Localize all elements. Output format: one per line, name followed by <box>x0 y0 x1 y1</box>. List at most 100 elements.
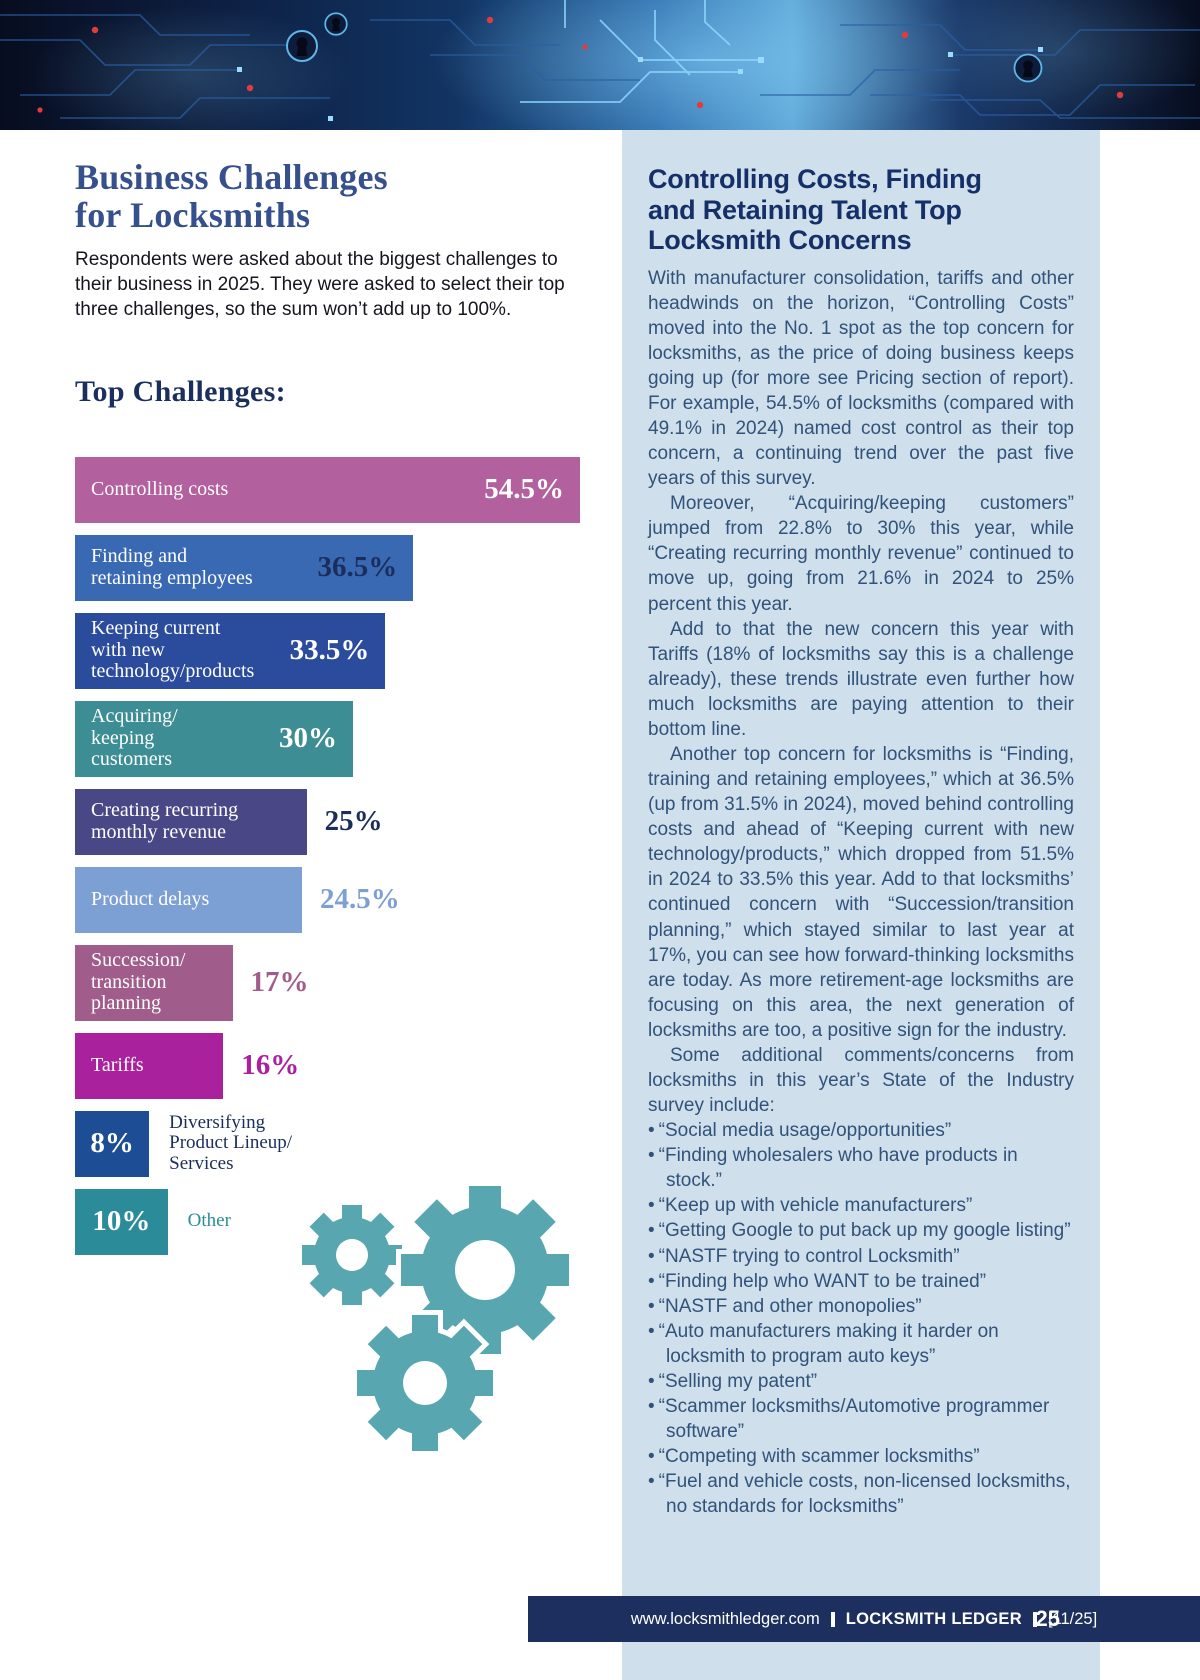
paragraph: Moreover, “Acquiring/keeping customers” … <box>648 493 1074 615</box>
bar-label: Creating recurring monthly revenue <box>91 798 239 843</box>
list-item: • “Fuel and vehicle costs, non-licensed l… <box>648 1469 1074 1519</box>
bar-label: Controlling costs <box>91 477 229 500</box>
chart-bar: Product delays <box>75 866 303 933</box>
bar-label: Succession/ transition planning <box>91 949 186 1015</box>
list-item: • “Scammer locksmiths/Automotive programm… <box>648 1394 1074 1444</box>
bullet-icon: • <box>648 1320 655 1342</box>
list-item: • “Getting Google to put back up my googl… <box>648 1218 1074 1243</box>
bar-label: Other <box>187 1210 231 1232</box>
list-item: • “NASTF trying to control Locksmith” <box>648 1244 1074 1269</box>
bar-label: Finding and retaining employees <box>91 544 253 589</box>
bar-row: Controlling costs 54.5% <box>75 456 580 523</box>
bullet-text: “Social media usage/opportunities” <box>658 1120 952 1142</box>
chart-bar: 10% <box>75 1188 168 1255</box>
list-item: • “Social media usage/opportunities” <box>648 1118 1074 1143</box>
list-item: • “NASTF and other monopolies” <box>648 1294 1074 1319</box>
bullet-icon: • <box>648 1396 655 1418</box>
bullet-text: “Scammer locksmiths/Automotive programme… <box>658 1396 1050 1443</box>
bullet-text: “Finding wholesalers who have products i… <box>658 1145 1018 1192</box>
bullet-icon: • <box>648 1245 655 1267</box>
bullet-icon: • <box>648 1295 655 1317</box>
bar-row: Finding and retaining employees 36.5% <box>75 534 580 601</box>
bullet-text: “Getting Google to put back up my google… <box>658 1220 1071 1242</box>
bullet-text: “Keep up with vehicle manufacturers” <box>658 1195 973 1217</box>
bullet-icon: • <box>648 1446 655 1468</box>
bar-value: 24.5% <box>320 883 400 916</box>
chart-bar: Creating recurring monthly revenue <box>75 788 307 855</box>
bullet-icon: • <box>648 1220 655 1242</box>
bar-label: Diversifying Product Lineup/ Services <box>169 1111 293 1174</box>
list-item: • “Auto manufacturers making it harder on… <box>648 1319 1074 1369</box>
paragraph: Some additional comments/concerns from l… <box>648 1044 1074 1117</box>
intro-text: Respondents were asked about the biggest… <box>75 249 565 321</box>
bar-row: Tariffs 16% <box>75 1032 580 1099</box>
bar-row: Product delays 24.5% <box>75 866 580 933</box>
paragraph: With manufacturer consolidation, tariffs… <box>648 267 1074 490</box>
list-item: • “Competing with scammer locksmiths” <box>648 1444 1074 1469</box>
page-title: Business Challenges for Locksmiths <box>75 157 388 236</box>
bullet-icon: • <box>648 1270 655 1292</box>
bar-value: 25% <box>324 805 383 838</box>
chart-heading: Top Challenges: <box>75 374 286 408</box>
bar-value: 54.5% <box>484 473 564 506</box>
bullet-icon: • <box>648 1195 655 1217</box>
bullet-text: “Selling my patent” <box>658 1370 818 1392</box>
chart-bar: 8% <box>75 1110 150 1177</box>
list-item: • “Selling my patent” <box>648 1369 1074 1394</box>
circuit-traces <box>0 14 1200 119</box>
bullet-icon: • <box>648 1120 655 1142</box>
bar-value: 17% <box>250 966 309 999</box>
bar-row: Acquiring/ keeping customers 30% <box>75 700 580 777</box>
article-heading: Controlling Costs, Finding and Retaining… <box>648 164 982 255</box>
footer-separator <box>830 1611 835 1627</box>
bar-row: Creating recurring monthly revenue 25% <box>75 788 580 855</box>
gears-illustration <box>302 1181 574 1455</box>
footer-website: www.locksmithledger.com <box>630 1609 820 1628</box>
list-item: • “Keep up with vehicle manufacturers” <box>648 1193 1074 1218</box>
footer-page-number: 25 <box>1035 1606 1060 1631</box>
bullet-icon: • <box>648 1145 655 1167</box>
red-dots <box>37 16 1124 113</box>
chart-bar: Succession/ transition planning <box>75 944 233 1021</box>
bar-row: 10% Other <box>75 1188 580 1255</box>
bullet-text: “Competing with scammer locksmiths” <box>658 1446 980 1468</box>
bar-chart: Controlling costs 54.5% Finding and retain… <box>75 456 580 1255</box>
right-panel: Controlling Costs, Finding and Retaining… <box>622 130 1100 1680</box>
bar-label: Acquiring/ keeping customers <box>91 705 178 771</box>
comments-list: • “Social media usage/opportunities” • “Fin… <box>648 1118 1074 1519</box>
gear-small <box>302 1205 402 1305</box>
bar-label: Tariffs <box>91 1053 144 1076</box>
chart-bar: Tariffs <box>75 1032 224 1099</box>
chart-bar: Keeping current with new technology/prod… <box>75 612 386 689</box>
bar-value: 36.5% <box>317 551 398 584</box>
bullet-text: “Fuel and vehicle costs, non-licensed lo… <box>658 1471 1071 1518</box>
footer-bar: www.locksmithledger.com LOCKSMITH LEDGER… <box>528 1596 1200 1642</box>
bar-label: Keeping current with new technology/prod… <box>91 617 255 683</box>
footer-text: www.locksmithledger.com LOCKSMITH LEDGER… <box>631 1610 1097 1629</box>
bar-value: 16% <box>241 1049 300 1082</box>
bullet-icon: • <box>648 1471 655 1493</box>
chart-bar: Controlling costs 54.5% <box>75 456 580 523</box>
header-art <box>0 0 1200 130</box>
footer-issue: [11/25] <box>1047 1609 1098 1628</box>
footer-publication: LOCKSMITH LEDGER <box>845 1609 1022 1628</box>
bar-value: 10% <box>92 1205 151 1238</box>
bar-value: 30% <box>278 722 337 755</box>
paragraph: Add to that the new concern this year wi… <box>648 618 1074 740</box>
list-item: • “Finding wholesalers who have products … <box>648 1143 1074 1193</box>
bullet-text: “NASTF trying to control Locksmith” <box>658 1245 960 1267</box>
bar-row: 8% Diversifying Product Lineup/ Services <box>75 1110 580 1177</box>
gear-medium <box>352 1310 498 1455</box>
paragraph: Another top concern for locksmiths is “F… <box>648 743 1074 1041</box>
bar-row: Succession/ transition planning 17% <box>75 944 580 1021</box>
bar-label: Product delays <box>91 887 210 910</box>
left-column: Business Challenges for Locksmiths Respo… <box>75 158 585 1267</box>
chart-bar: Finding and retaining employees 36.5% <box>75 534 414 601</box>
article-body: With manufacturer consolidation, tariffs… <box>648 266 1074 1119</box>
list-item: • “Finding help who WANT to be trained” <box>648 1269 1074 1294</box>
bullet-text: “Auto manufacturers making it harder on … <box>658 1320 999 1367</box>
bar-value: 8% <box>90 1127 134 1160</box>
bullet-text: “NASTF and other monopolies” <box>658 1295 922 1317</box>
bullet-text: “Finding help who WANT to be trained” <box>658 1270 987 1292</box>
